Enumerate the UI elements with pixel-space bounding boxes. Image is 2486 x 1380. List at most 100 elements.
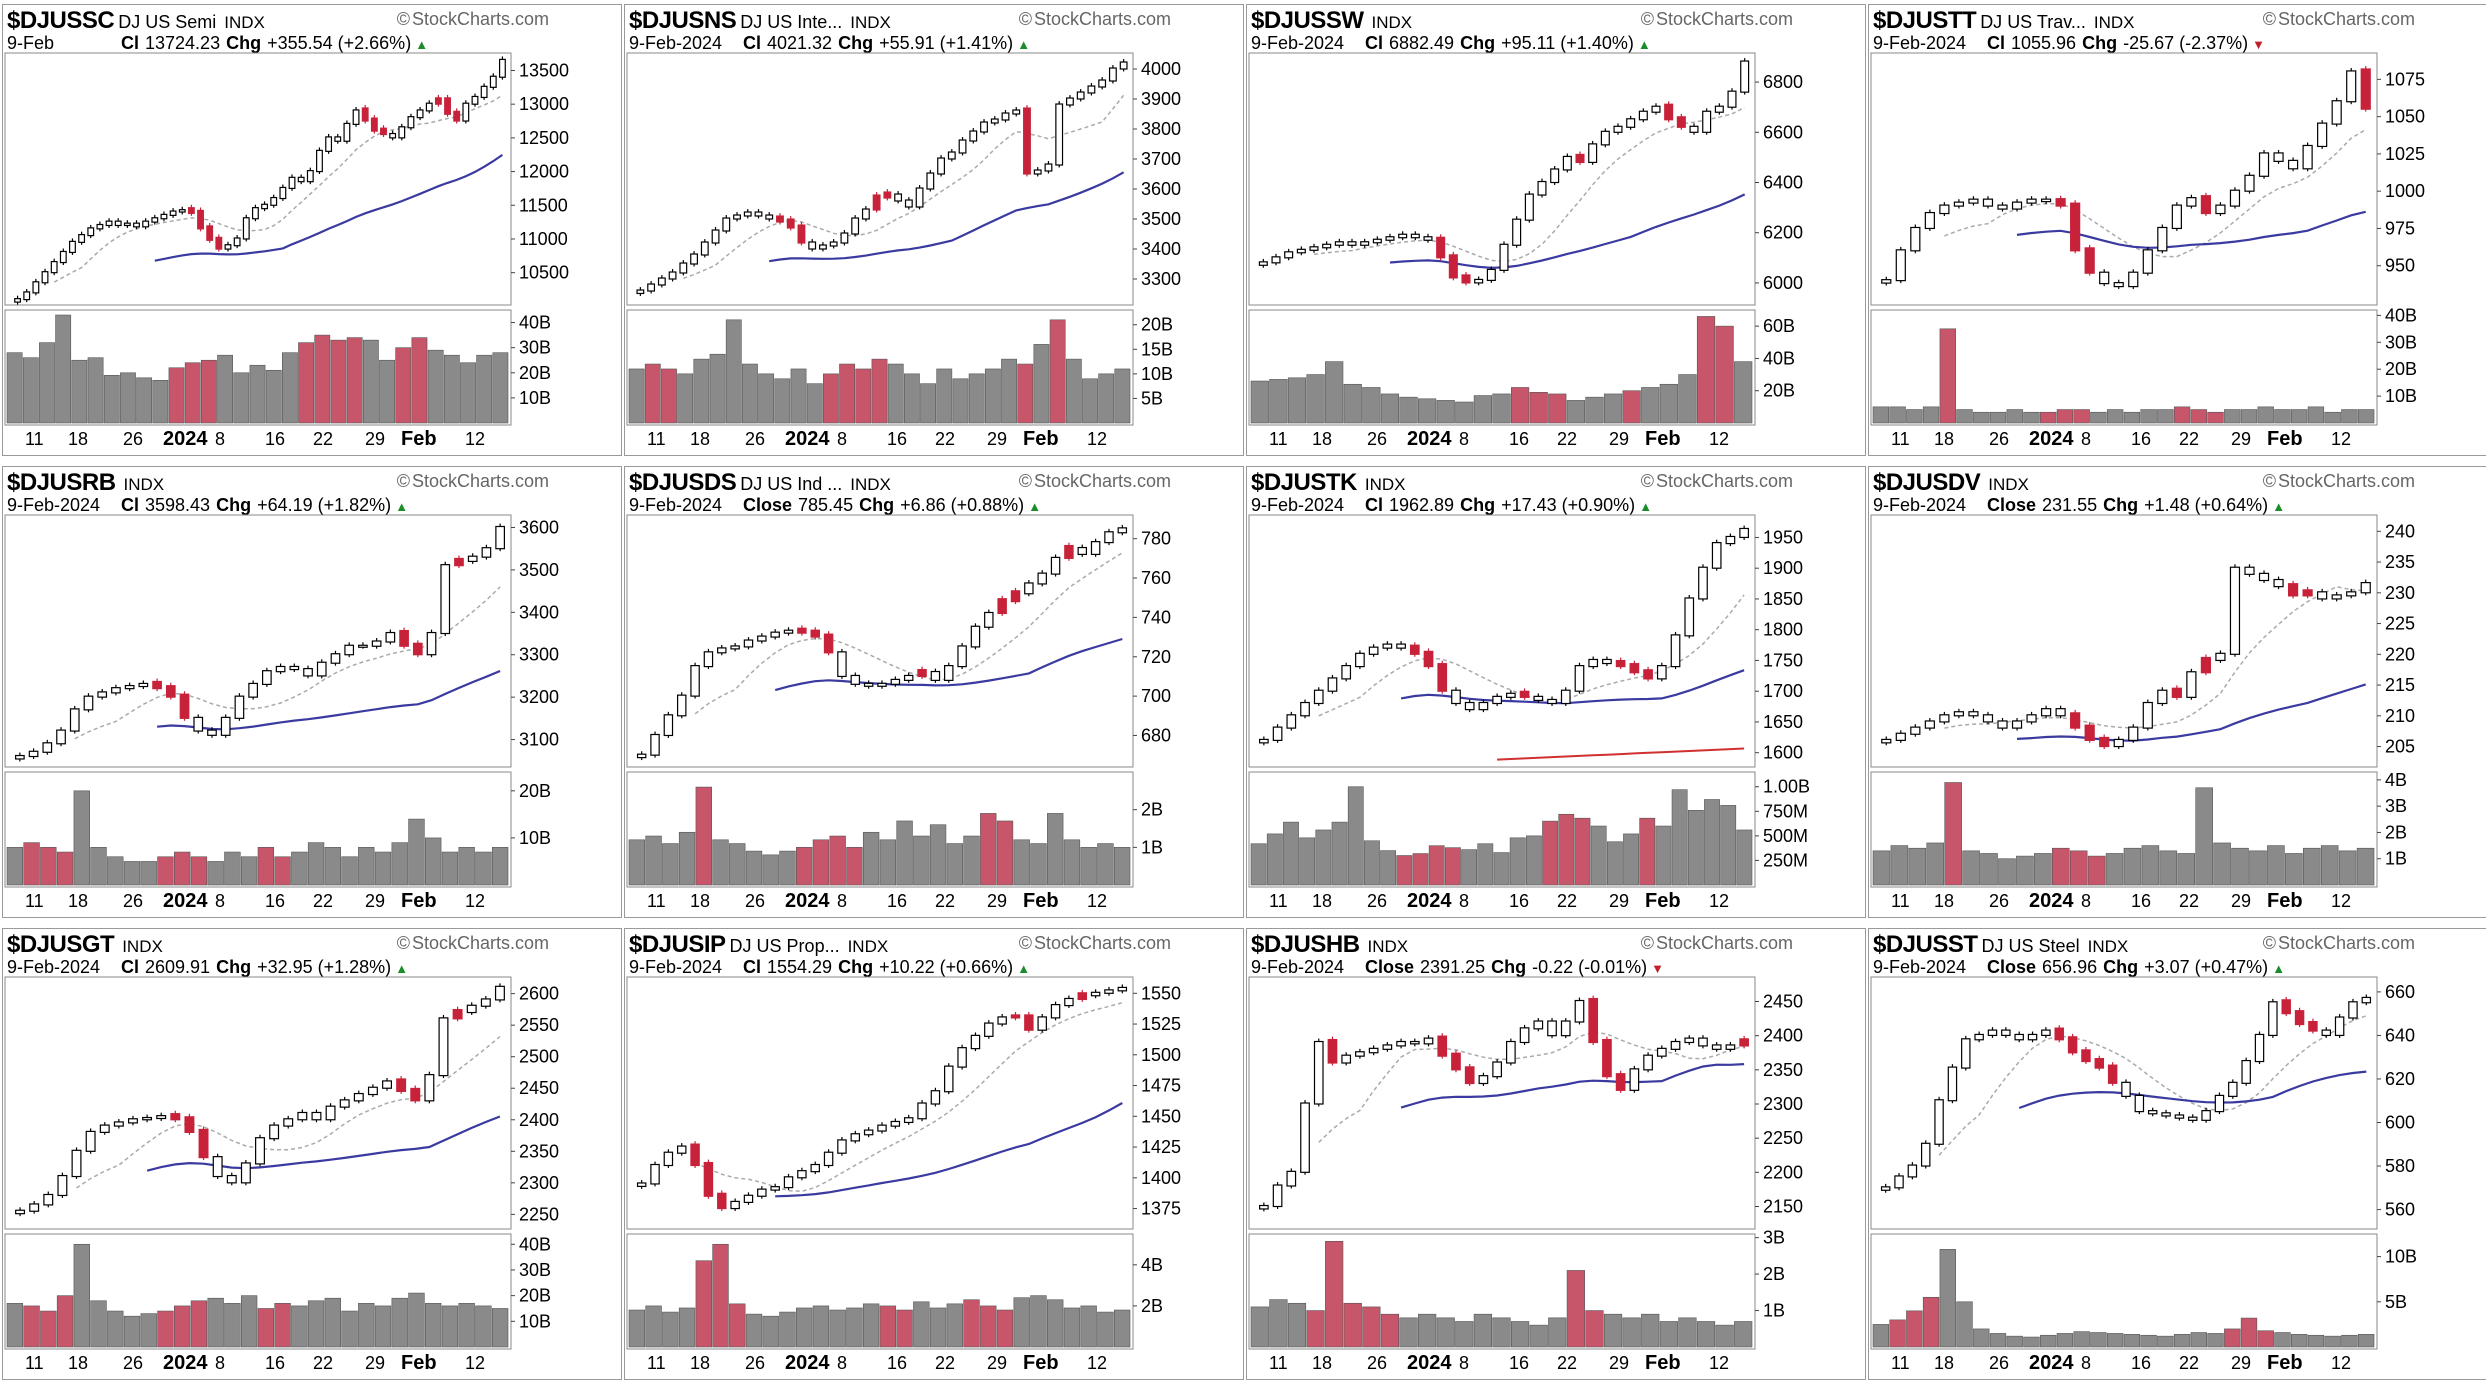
date: 9-Feb-2024 [629, 495, 723, 515]
chart-panel[interactable]: $DJUSDV INDX © StockCharts.com 9-Feb-2024 Clo… [1868, 466, 2486, 918]
candle-body [2281, 999, 2291, 1015]
volume-bar-up [2291, 409, 2308, 424]
candle-up [877, 680, 887, 689]
chart-panel[interactable]: $DJUSST DJ US Steel INDX © StockCharts.com 9-… [1868, 928, 2486, 1380]
candle-up [207, 727, 217, 738]
volume-plot-frame [4, 309, 512, 426]
candle-body [957, 1047, 967, 1068]
candle-body [1547, 698, 1557, 705]
candle-up [1037, 570, 1047, 587]
volume-bar-up [762, 854, 779, 886]
candle-body [2215, 204, 2226, 215]
x-tick-label: 2024 [1407, 890, 1452, 912]
candle-up [970, 1032, 981, 1052]
volume-bar-up [929, 824, 947, 886]
volume-tick-label: 1B [2385, 849, 2407, 869]
candle-up [261, 201, 269, 212]
candle-up [2273, 576, 2284, 590]
volume-tick-label: 10B [2385, 386, 2417, 406]
chart-panel[interactable]: $DJUSTK INDX © StockCharts.com 9-Feb-2024 Cl 1… [1246, 466, 1866, 918]
chart-panel[interactable]: $DJUSNS DJ US Inte... INDX © StockCharts.com… [624, 4, 1244, 456]
chart-panel[interactable]: $DJUSSW INDX © StockCharts.com 9-Feb-2024 Cl 6… [1246, 4, 1866, 456]
volume-bar-down [1548, 393, 1567, 424]
chart-panel[interactable]: $DJUSSC DJ US Semi INDX © StockCharts.com 9-F… [2, 4, 622, 456]
chart-panel[interactable]: $DJUSIP DJ US Prop... INDX © StockCharts.com… [624, 928, 1244, 1380]
volume-bar-up [1399, 1317, 1418, 1348]
change-value: +64.19 (+1.82%) [257, 495, 392, 515]
candle-up [2331, 97, 2342, 127]
copyright-icon: © [1018, 933, 1032, 953]
candle-up [1313, 687, 1324, 706]
candle-up [743, 1192, 754, 1205]
candle-body [1037, 1016, 1047, 1031]
volume-bar-down [1049, 319, 1066, 424]
x-tick-label: 26 [745, 1353, 765, 1373]
sma-short-line [1938, 1015, 2367, 1156]
x-tick-label: 12 [2331, 1353, 2351, 1373]
candle-down [1461, 271, 1471, 286]
candle-body [1982, 714, 1994, 723]
candle-body [890, 1120, 901, 1127]
symbol: $DJUSSC [7, 7, 115, 34]
chart-panel[interactable]: $DJUSTT DJ US Trav... INDX © StockCharts.com… [1868, 4, 2486, 456]
volume-bar-down [1922, 1296, 1940, 1348]
x-tick-label: 16 [2131, 429, 2151, 449]
chart-panel[interactable]: $DJUSHB INDX © StockCharts.com 9-Feb-2024 Clo… [1246, 928, 1866, 1380]
candle-down [1409, 642, 1420, 657]
chart-panel[interactable]: $DJUSDS DJ US Ind ... INDX © StockCharts.com… [624, 466, 1244, 918]
sma-short-line [1944, 585, 2366, 729]
volume-bar-up [2090, 411, 2107, 424]
price-tick-label: 680 [1141, 725, 1171, 745]
price-tick-label: 620 [2385, 1069, 2415, 1089]
price-tick-label: 2450 [1763, 992, 1803, 1012]
price-tick-label: 2350 [519, 1141, 559, 1161]
volume-tick-label: 20B [519, 781, 551, 801]
x-tick-label: 16 [1509, 891, 1529, 911]
candle-up [1550, 166, 1560, 185]
candle-up [471, 93, 479, 107]
chart-panel[interactable]: $DJUSRB INDX © StockCharts.com 9-Feb-2024 Cl 3… [2, 466, 622, 918]
date: 9-Feb-2024 [1873, 495, 1967, 515]
x-tick-label: 11 [25, 429, 44, 449]
candle-down [2294, 1007, 2305, 1027]
volume-bar-up [936, 368, 953, 424]
volume-bar-down [314, 334, 331, 424]
price-tick-label: 1400 [1141, 1168, 1181, 1188]
price-tick-label: 11000 [519, 229, 568, 249]
candle-body [1629, 1068, 1640, 1091]
candle-up [2027, 1031, 2038, 1043]
candle-body [471, 95, 479, 105]
candle-up [810, 1161, 820, 1175]
arrow-up-icon: ▲ [395, 961, 409, 976]
volume-bar-up [1641, 1313, 1660, 1348]
price-plot-frame [626, 976, 1134, 1230]
candle-body [325, 1105, 336, 1121]
candle-up [863, 680, 874, 689]
price-tick-label: 1650 [1763, 712, 1803, 732]
chart-panel[interactable]: $DJUSGT INDX © StockCharts.com 9-Feb-2024 Cl 2… [2, 928, 622, 1380]
volume-bar-up [1030, 1295, 1047, 1348]
candle-up [407, 113, 415, 131]
candle-up [2215, 202, 2226, 217]
candle-body [1385, 236, 1395, 241]
chart-header: $DJUSTT DJ US Trav... INDX [1873, 7, 2479, 34]
volume-bar-up [1299, 837, 1316, 886]
candle-up [1322, 241, 1332, 251]
candle-up [676, 692, 687, 719]
price-tick-label: 2350 [1763, 1060, 1803, 1080]
candle-up [29, 1200, 40, 1214]
volume-bar-up [2307, 406, 2325, 424]
candle-body [970, 1034, 981, 1050]
candle-down [215, 234, 223, 252]
candle-body [930, 1090, 941, 1105]
candle-down [823, 631, 834, 656]
candle-up [1689, 123, 1699, 135]
candle-up [2041, 1027, 2051, 1038]
volume-bar-down [1622, 390, 1641, 424]
price-tick-label: 2550 [519, 1015, 559, 1035]
volume-bar-up [1989, 411, 2007, 424]
volume-bar-up [2257, 406, 2274, 424]
x-tick-label: 12 [465, 429, 485, 449]
x-tick-label: 11 [1269, 891, 1288, 911]
